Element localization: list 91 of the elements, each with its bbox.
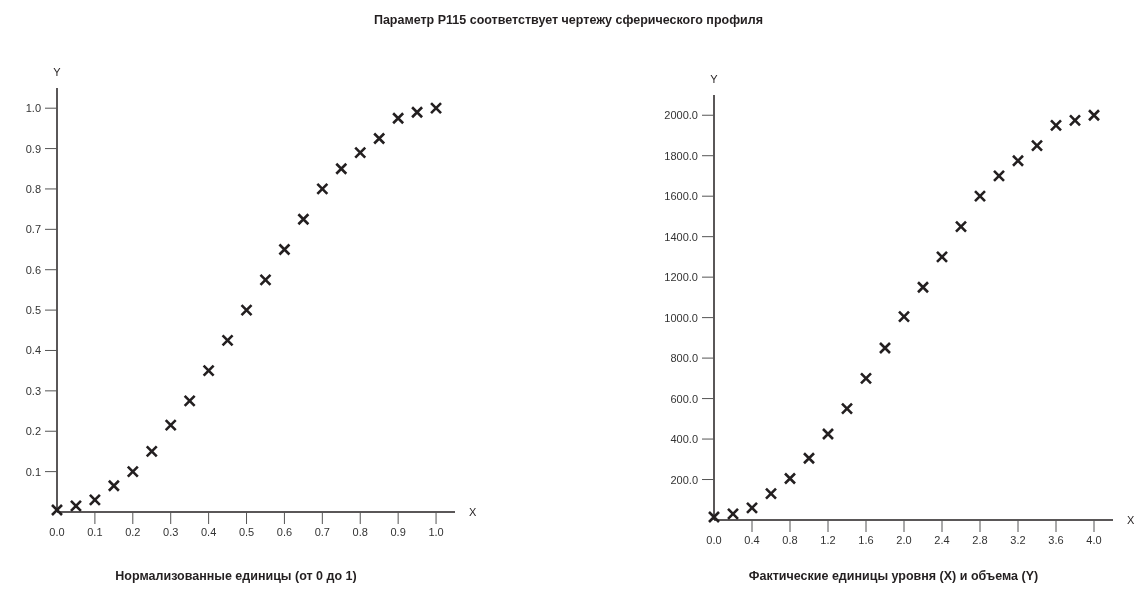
point (372, 132, 386, 145)
y-tick-label: 0.1 (25, 465, 41, 478)
point (391, 111, 405, 125)
point (353, 146, 367, 159)
y-tick-label: 600.0 (670, 392, 698, 405)
point (240, 303, 253, 317)
y-tick-label: 0.5 (25, 304, 41, 317)
point (145, 445, 159, 458)
x-tick-label: 0.9 (390, 526, 406, 538)
y-tick-label: 2000.0 (664, 109, 698, 122)
y-tick-label: 0.2 (25, 425, 41, 438)
point (410, 105, 424, 119)
point (202, 364, 215, 377)
point (297, 212, 310, 226)
y-tick-label: 0.9 (25, 142, 41, 155)
point (745, 501, 759, 515)
point (1030, 139, 1044, 152)
x-tick-label: 1.2 (820, 534, 836, 546)
x-tick-label: 0.8 (782, 534, 798, 546)
x-tick-label: 0.4 (744, 534, 760, 546)
y-tick-label: 1400.0 (664, 230, 698, 243)
x-tick-label: 0.7 (314, 526, 330, 538)
point (916, 280, 930, 294)
x-axis-title: X (1127, 514, 1135, 526)
x-tick-label: 0.3 (163, 526, 179, 538)
point (259, 273, 272, 287)
y-tick-label: 0.7 (25, 223, 41, 236)
point (126, 465, 140, 478)
x-tick-label: 3.2 (1010, 534, 1026, 546)
point (707, 510, 721, 524)
point (992, 169, 1006, 183)
point (429, 101, 443, 115)
y-tick-label: 1000.0 (664, 311, 698, 324)
point (1068, 114, 1082, 127)
x-tick-label: 4.0 (1086, 534, 1102, 546)
y-tick-label: 1800.0 (664, 149, 698, 162)
point (840, 402, 854, 415)
point (316, 182, 329, 196)
x-tick-label: 0.5 (238, 526, 255, 538)
text: Фактические единицы уровня (X) и объема (Y) (748, 569, 1039, 583)
point (821, 427, 835, 441)
point (164, 418, 178, 432)
y-tick-label: 200.0 (670, 473, 698, 486)
y-axis-title: Y (710, 73, 719, 85)
point (69, 499, 83, 513)
y-tick-label: 1600.0 (664, 190, 698, 203)
point (897, 310, 911, 323)
point (802, 451, 816, 465)
point (764, 487, 778, 500)
x-tick-label: 0.0 (49, 526, 65, 538)
y-tick-label: 0.6 (25, 263, 41, 276)
point (50, 503, 64, 517)
y-tick-label: 1200.0 (664, 271, 698, 284)
x-tick-label: 2.4 (934, 534, 950, 546)
y-tick-label: 0.4 (25, 344, 41, 357)
point (221, 334, 234, 347)
y-tick-label: 0.3 (25, 384, 41, 397)
y-tick-label: 400.0 (670, 433, 698, 446)
y-tick-label: 800.0 (670, 352, 698, 365)
x-tick-label: 1.6 (858, 534, 874, 546)
point (878, 341, 892, 355)
x-tick-label: 1.0 (428, 526, 444, 538)
x-tick-label: 0.4 (200, 526, 217, 538)
x-tick-label: 2.0 (896, 534, 912, 546)
point (1011, 154, 1025, 168)
y-axis-title: Y (53, 66, 62, 78)
x-tick-label: 0.2 (125, 526, 141, 538)
point (107, 479, 121, 493)
text: Параметр P115 соответствует чертежу сферического профиля (373, 13, 764, 27)
y-tick-label: 0.8 (25, 182, 41, 195)
point (935, 250, 949, 264)
x-tick-label: 0.8 (352, 526, 368, 538)
point (859, 372, 873, 385)
x-tick-label: 0.0 (706, 534, 722, 546)
x-tick-label: 0.1 (87, 526, 103, 538)
y-tick-label: 1.0 (25, 102, 41, 115)
point (973, 189, 987, 203)
x-tick-label: 2.8 (972, 534, 988, 546)
point (783, 472, 797, 485)
point (88, 493, 102, 507)
text: Нормализованные единицы (от 0 до 1) (115, 569, 357, 583)
point (726, 507, 740, 521)
point (1049, 119, 1063, 132)
x-axis-title: X (469, 506, 477, 518)
point (334, 162, 348, 176)
x-tick-label: 3.6 (1048, 534, 1064, 546)
point (1087, 108, 1101, 122)
x-tick-label: 0.6 (276, 526, 293, 538)
point (183, 394, 196, 408)
point (954, 220, 968, 233)
point (278, 243, 291, 256)
